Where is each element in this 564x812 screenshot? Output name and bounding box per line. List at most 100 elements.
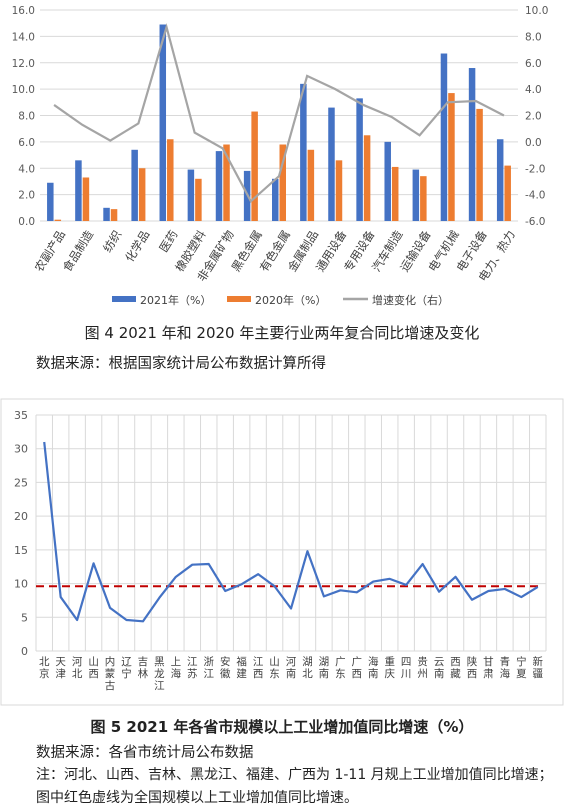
y-right-tick-label: -4.0 xyxy=(525,190,546,202)
province-growth-chart: 0 5 10 15 20 25 30 35 北京天津河北山西内蒙古辽宁吉林黑龙江上海江苏浙江安… xyxy=(0,398,564,706)
chart-border xyxy=(0,398,564,706)
y-left-tick-label: 14.0 xyxy=(12,31,35,43)
x-province-label: 甘肃 xyxy=(483,655,494,680)
bar-2021 xyxy=(468,68,476,222)
y-left-tick-label: 8.0 xyxy=(18,111,35,123)
y-left-tick-label: 2.0 xyxy=(18,190,35,202)
figure5-caption: 图 5 2021 年各省市规模以上工业增加值同比增速（%） xyxy=(90,718,474,736)
x-province-label: 四川 xyxy=(401,656,412,680)
x-province-label: 天津 xyxy=(55,656,66,680)
bar-2021 xyxy=(215,151,223,221)
x-province-label: 吉林 xyxy=(138,656,149,680)
x-province-label: 河南 xyxy=(286,656,297,680)
bar-2020 xyxy=(420,176,427,221)
x-province-label: 湖南 xyxy=(319,656,330,680)
bar-2020 xyxy=(476,108,483,221)
x-province-label: 北京 xyxy=(39,656,50,680)
figure4-source: 数据来源：根据国家统计局公布数据计算所得 xyxy=(36,356,326,372)
x-province-label: 浙江 xyxy=(203,656,214,680)
x-category-label: 化学品 xyxy=(122,228,152,265)
legend-label-2021: 2021年（%） xyxy=(140,293,211,307)
y-right-tick-label: 2.0 xyxy=(525,111,542,123)
x-province-label: 辽宁 xyxy=(121,656,132,680)
figure4-caption: 图 4 2021 年和 2020 年主要行业两年复合同比增速及变化 xyxy=(84,324,480,342)
legend-label-2020: 2020年（%） xyxy=(255,293,326,307)
legend-swatch-2020 xyxy=(227,296,251,302)
bar-2020 xyxy=(335,160,343,221)
y-right-tick-label: -6.0 xyxy=(525,216,546,228)
bar-2021 xyxy=(187,169,195,221)
x-province-label: 河北 xyxy=(72,656,83,680)
x-province-label: 陕西 xyxy=(467,655,478,680)
y-left-tick-label: 10.0 xyxy=(12,84,35,96)
bar-2021 xyxy=(300,83,307,221)
figure5-note: 注：河北、山西、吉林、黑龙江、福建、广西为 1-11 月规上工业增加值同比增速；… xyxy=(36,767,553,806)
y-right-tick-label: 4.0 xyxy=(525,84,542,96)
x-province-label: 内蒙古 xyxy=(105,655,116,692)
bar-2020 xyxy=(251,111,258,221)
x-category-label: 纺织 xyxy=(100,228,124,255)
x-province-label: 云南 xyxy=(434,656,445,680)
bar-2020 xyxy=(363,135,371,221)
bar-2020 xyxy=(504,165,511,221)
x-category-label: 医药 xyxy=(156,228,180,255)
y-right-tick-label: 6.0 xyxy=(525,58,542,70)
x-province-label: 西藏 xyxy=(450,656,461,680)
bar-2020 xyxy=(279,144,286,221)
bar-2021 xyxy=(384,141,391,221)
bar-2021 xyxy=(159,24,167,221)
bar-2020 xyxy=(448,93,455,221)
bar-2020 xyxy=(391,166,399,221)
y-left-tick-label: 12.0 xyxy=(12,58,35,70)
y-tick-label: 30 xyxy=(14,443,28,456)
y-tick-label: 35 xyxy=(14,409,28,422)
bar-2020 xyxy=(307,149,315,221)
y-right-tick-label: 0.0 xyxy=(525,137,542,149)
bar-2021 xyxy=(75,160,82,221)
bar-2020 xyxy=(54,219,62,221)
x-province-label: 海南 xyxy=(368,655,379,680)
province-growth-line xyxy=(43,441,539,623)
legend-label-change: 增速变化（右） xyxy=(372,293,449,307)
bar-2020 xyxy=(195,178,202,221)
bar-2021 xyxy=(272,178,279,221)
legend-swatch-2021 xyxy=(112,296,136,302)
y-right-tick-label: -2.0 xyxy=(525,163,546,175)
y-tick-label: 5 xyxy=(21,611,28,624)
bar-2021 xyxy=(412,169,420,221)
x-province-label: 上海 xyxy=(171,656,182,680)
x-province-label: 山东 xyxy=(269,656,280,680)
x-province-label: 新疆 xyxy=(533,655,544,680)
x-province-label: 广东 xyxy=(335,656,346,680)
y-left-tick-label: 16.0 xyxy=(12,5,35,17)
bar-2020 xyxy=(110,209,118,221)
bar-2021 xyxy=(328,107,335,221)
x-province-label: 江苏 xyxy=(187,656,198,680)
x-province-label: 宁夏 xyxy=(516,655,527,680)
y-tick-label: 20 xyxy=(14,510,28,523)
y-left-tick-label: 6.0 xyxy=(18,137,35,149)
bar-2020 xyxy=(167,139,174,221)
y-left-tick-label: 4.0 xyxy=(18,163,35,175)
x-province-label: 湖北 xyxy=(302,656,313,680)
x-province-label: 江西 xyxy=(253,656,264,680)
y-left-tick-label: 0.0 xyxy=(18,216,35,228)
x-province-label: 重庆 xyxy=(384,655,395,680)
y-right-tick-label: 8.0 xyxy=(525,31,542,43)
y-tick-label: 10 xyxy=(14,578,28,591)
bar-2020 xyxy=(223,144,230,221)
x-province-label: 黑龙江 xyxy=(154,656,165,692)
bar-2021 xyxy=(356,98,363,221)
y-right-tick-label: 10.0 xyxy=(525,5,548,17)
x-province-label: 安徽 xyxy=(220,655,231,680)
y-tick-label: 15 xyxy=(14,544,28,557)
bar-2021 xyxy=(47,182,54,221)
bar-2021 xyxy=(440,53,448,221)
x-province-label: 山西 xyxy=(88,656,99,680)
x-province-label: 贵州 xyxy=(417,655,428,680)
change-line xyxy=(53,23,505,203)
bar-2020 xyxy=(138,168,146,221)
bar-2021 xyxy=(131,149,138,221)
y-tick-label: 25 xyxy=(14,476,28,489)
bar-2021 xyxy=(103,207,110,221)
